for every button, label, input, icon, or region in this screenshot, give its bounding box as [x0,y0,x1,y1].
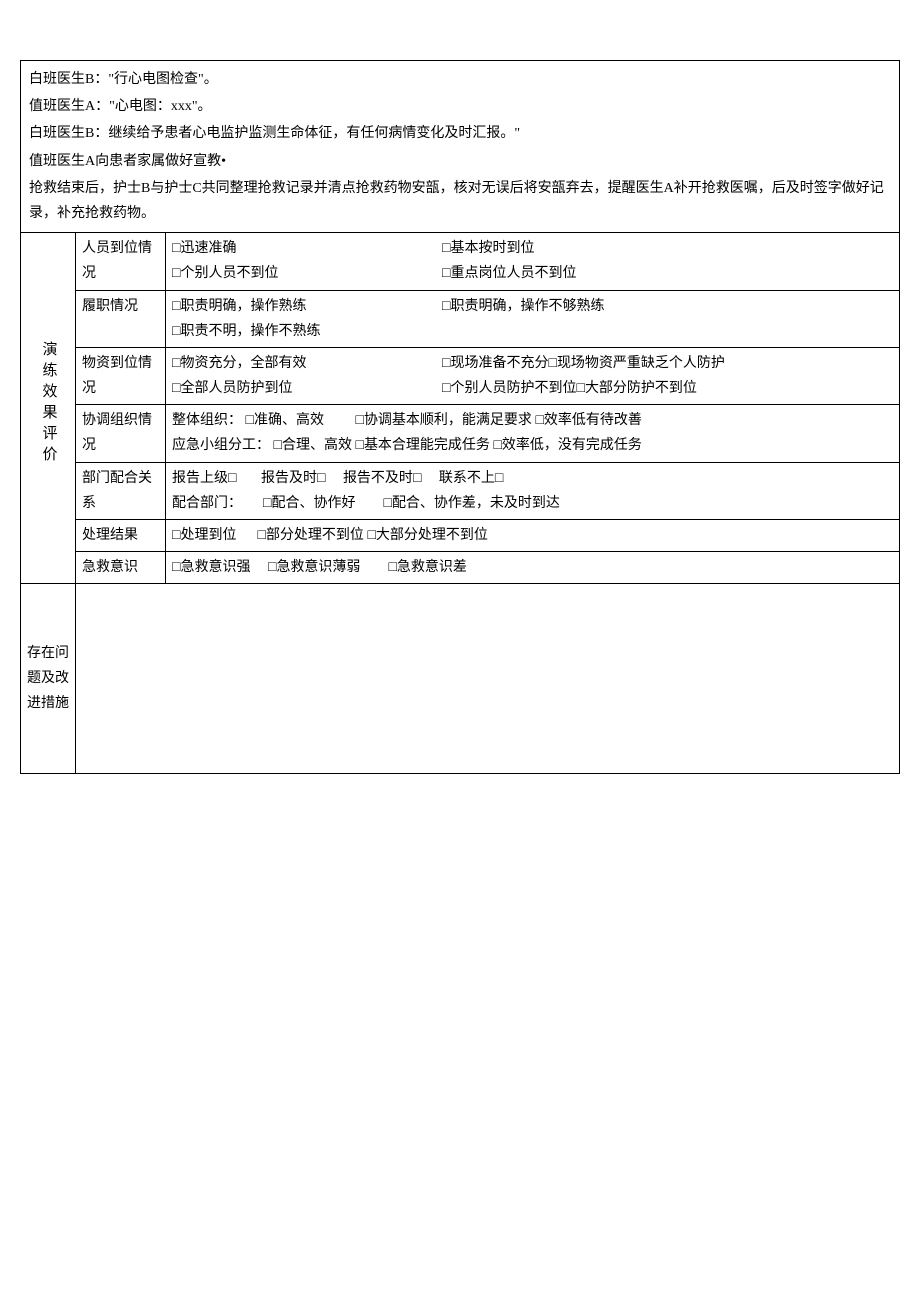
row-opts-result: 处理到位 部分处理不到位 大部分处理不到位 [166,520,900,552]
row-opts-supplies: 物资充分，全部有效 现场准备不充分现场物资严重缺乏个人防护 全部人员防护到位 个… [166,347,900,404]
narrative-line-5: 抢救结束后，护士B与护士C共同整理抢救记录并清点抢救药物安瓿，核对无误后将安瓿弃… [29,176,891,226]
row-opts-coord: 整体组织： 准确、高效 协调基本顺利，能满足要求 效率低有待改善 应急小组分工：… [166,405,900,462]
row-label-personnel: 人员到位情况 [76,233,166,290]
eval-header-cell: 演练效果评价 [21,233,76,584]
narrative-line-4: 值班医生A向患者家属做好宣教• [29,149,891,174]
row-opts-awareness: 急救意识强 急救意识薄弱 急救意识差 [166,552,900,584]
narrative-line-3: 白班医生B：继续给予患者心电监护监测生命体征，有任何病情变化及时汇报。" [29,121,891,146]
issues-label-cell: 存在问题及改进措施 [21,584,76,774]
row-label-dept: 部门配合关系 [76,462,166,519]
row-opts-dept: 报告上级 报告及时 报告不及时 联系不上 配合部门： 配合、协作好 配合、协作差… [166,462,900,519]
issues-content [76,584,900,774]
eval-header: 演练效果评价 [35,341,62,467]
narrative-line-2: 值班医生A："心电图：xxx"。 [29,94,891,119]
row-label-supplies: 物资到位情况 [76,347,166,404]
row-label-duty: 履职情况 [76,290,166,347]
row-opts-personnel: 迅速准确 基本按时到位 个别人员不到位 重点岗位人员不到位 [166,233,900,290]
row-opts-duty: 职责明确，操作熟练 职责明确，操作不够熟练 职责不明，操作不熟练 [166,290,900,347]
narrative-line-1: 白班医生B："行心电图检查"。 [29,67,891,92]
narrative-box: 白班医生B："行心电图检查"。 值班医生A："心电图：xxx"。 白班医生B：继… [20,60,900,232]
row-label-coord: 协调组织情况 [76,405,166,462]
row-label-awareness: 急救意识 [76,552,166,584]
evaluation-table: 演练效果评价 人员到位情况 迅速准确 基本按时到位 个别人员不到位 重点岗位人员… [20,232,900,774]
row-label-result: 处理结果 [76,520,166,552]
issues-label: 存在问题及改进措施 [27,646,69,711]
